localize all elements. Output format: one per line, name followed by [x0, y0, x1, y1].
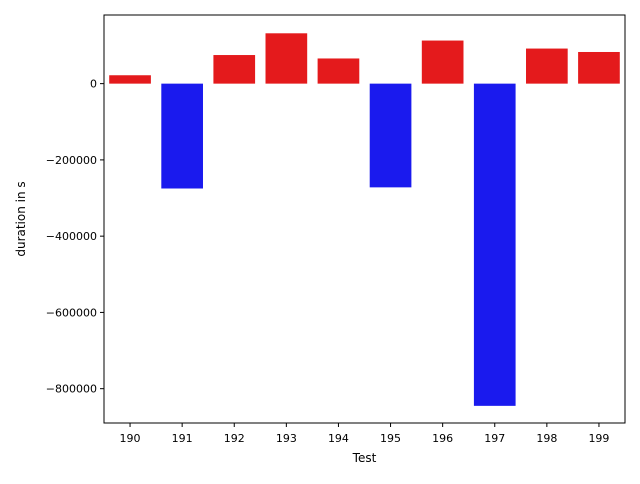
x-tick-label: 196	[432, 432, 453, 445]
bars-group	[109, 33, 620, 406]
bar-190	[109, 75, 151, 84]
bar-199	[578, 51, 620, 84]
x-tick-label: 194	[328, 432, 349, 445]
bar-195	[369, 83, 412, 188]
x-tick-label: 199	[588, 432, 609, 445]
y-tick-label: −800000	[46, 383, 97, 396]
x-tick-label: 192	[224, 432, 245, 445]
bar-194	[317, 58, 360, 84]
bar-197	[473, 83, 516, 406]
plot-frame	[103, 14, 626, 424]
bar-198	[526, 48, 568, 84]
x-axis-label: Test	[352, 451, 377, 465]
x-tick-label: 198	[536, 432, 557, 445]
y-tick-label: 0	[90, 78, 97, 91]
y-axis-label: duration in s	[14, 181, 28, 256]
y-tick-label: −400000	[46, 230, 97, 243]
y-tick-label: −200000	[46, 154, 97, 167]
y-axis-ticks: 0 −200000 −400000 −600000 −800000	[46, 78, 104, 396]
y-tick-label: −600000	[46, 306, 97, 319]
x-tick-label: 193	[276, 432, 297, 445]
bar-193	[265, 33, 308, 84]
x-tick-label: 191	[172, 432, 193, 445]
bar-192	[213, 55, 256, 84]
x-axis-ticks: 190 191 192 193 194 195 196 197 198 199	[120, 423, 609, 445]
x-tick-label: 197	[484, 432, 505, 445]
x-tick-label: 195	[380, 432, 401, 445]
bar-191	[161, 83, 203, 189]
x-tick-label: 190	[120, 432, 141, 445]
bar-196	[421, 40, 464, 84]
